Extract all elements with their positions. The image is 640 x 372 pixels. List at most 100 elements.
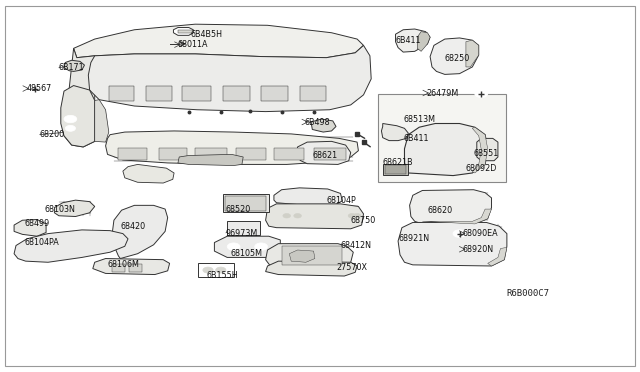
Polygon shape xyxy=(404,124,488,176)
Polygon shape xyxy=(266,261,357,276)
Bar xyxy=(178,30,193,33)
Text: 68420: 68420 xyxy=(120,222,145,231)
Bar xyxy=(223,86,250,101)
Bar xyxy=(383,164,408,175)
Text: 68520: 68520 xyxy=(225,205,250,214)
Text: 27570X: 27570X xyxy=(336,263,367,272)
Polygon shape xyxy=(178,154,243,166)
Polygon shape xyxy=(74,24,364,58)
Polygon shape xyxy=(488,247,507,266)
Circle shape xyxy=(353,214,361,218)
Text: 68104P: 68104P xyxy=(326,196,356,205)
Text: 6B4B5H: 6B4B5H xyxy=(190,30,222,39)
Polygon shape xyxy=(472,127,488,173)
Text: 96973M: 96973M xyxy=(225,229,257,238)
Text: 68499: 68499 xyxy=(24,219,49,228)
Polygon shape xyxy=(422,209,492,224)
Circle shape xyxy=(348,214,356,218)
Polygon shape xyxy=(466,40,479,67)
Polygon shape xyxy=(410,190,492,224)
Polygon shape xyxy=(296,141,351,164)
Polygon shape xyxy=(266,244,353,269)
Polygon shape xyxy=(214,236,280,257)
Polygon shape xyxy=(173,28,193,35)
Bar xyxy=(195,148,227,160)
Polygon shape xyxy=(266,204,364,229)
Bar xyxy=(261,86,288,101)
Polygon shape xyxy=(123,164,174,183)
Polygon shape xyxy=(106,131,358,164)
Text: 68620: 68620 xyxy=(428,206,452,215)
Polygon shape xyxy=(311,119,336,132)
Text: 68551: 68551 xyxy=(474,149,499,158)
Text: 68621B: 68621B xyxy=(383,158,413,167)
Text: 6B498: 6B498 xyxy=(305,118,330,126)
Bar xyxy=(182,86,211,101)
Bar xyxy=(109,86,134,101)
Polygon shape xyxy=(64,48,95,147)
Circle shape xyxy=(216,267,226,273)
Text: 68104PA: 68104PA xyxy=(24,238,59,247)
Circle shape xyxy=(475,90,488,97)
Circle shape xyxy=(294,214,301,218)
Polygon shape xyxy=(112,205,168,259)
Text: 6B411: 6B411 xyxy=(396,36,421,45)
Text: 6B171: 6B171 xyxy=(59,63,84,72)
Polygon shape xyxy=(398,222,507,266)
Circle shape xyxy=(65,125,76,131)
Text: 68921N: 68921N xyxy=(398,234,429,243)
Text: 68250: 68250 xyxy=(445,54,470,63)
Bar xyxy=(223,194,269,212)
Text: 6B155H: 6B155H xyxy=(206,271,237,280)
Polygon shape xyxy=(14,230,128,262)
Circle shape xyxy=(453,230,466,237)
Text: 68200: 68200 xyxy=(40,130,65,139)
Bar xyxy=(274,148,304,160)
Bar xyxy=(225,196,266,211)
Bar xyxy=(146,86,172,101)
Bar xyxy=(112,264,125,272)
Text: 68011A: 68011A xyxy=(178,40,209,49)
Bar xyxy=(282,246,342,265)
Text: 68103N: 68103N xyxy=(45,205,76,214)
Polygon shape xyxy=(93,259,170,275)
Text: 68920N: 68920N xyxy=(462,245,493,254)
Text: 48567: 48567 xyxy=(27,84,52,93)
Polygon shape xyxy=(396,29,430,52)
Polygon shape xyxy=(14,219,46,236)
Text: 68412N: 68412N xyxy=(340,241,371,250)
Polygon shape xyxy=(417,32,430,51)
Polygon shape xyxy=(61,86,95,147)
Text: 68106M: 68106M xyxy=(108,260,140,269)
Circle shape xyxy=(227,243,240,250)
Polygon shape xyxy=(88,45,371,112)
Bar xyxy=(159,148,187,160)
Bar xyxy=(227,221,260,235)
Circle shape xyxy=(283,214,291,218)
Text: 68621: 68621 xyxy=(312,151,337,160)
Bar xyxy=(300,86,326,101)
Bar xyxy=(118,148,147,160)
Polygon shape xyxy=(477,138,498,161)
Text: 68513M: 68513M xyxy=(403,115,435,124)
Polygon shape xyxy=(54,200,95,217)
Text: 68105M: 68105M xyxy=(230,249,262,258)
Bar xyxy=(314,148,346,160)
Bar xyxy=(198,263,234,277)
Polygon shape xyxy=(430,38,479,74)
Circle shape xyxy=(30,86,40,92)
Circle shape xyxy=(203,267,213,273)
Polygon shape xyxy=(289,250,315,262)
Polygon shape xyxy=(274,188,342,206)
Text: 68090EA: 68090EA xyxy=(462,229,498,238)
Text: 68750: 68750 xyxy=(351,216,376,225)
Bar xyxy=(378,94,506,182)
Polygon shape xyxy=(95,100,109,142)
Text: 6B411: 6B411 xyxy=(403,134,429,143)
Text: 68092D: 68092D xyxy=(466,164,497,173)
Polygon shape xyxy=(381,124,408,141)
Circle shape xyxy=(64,115,77,123)
Bar xyxy=(385,165,406,174)
Text: 26479M: 26479M xyxy=(426,89,458,97)
Polygon shape xyxy=(64,60,84,71)
